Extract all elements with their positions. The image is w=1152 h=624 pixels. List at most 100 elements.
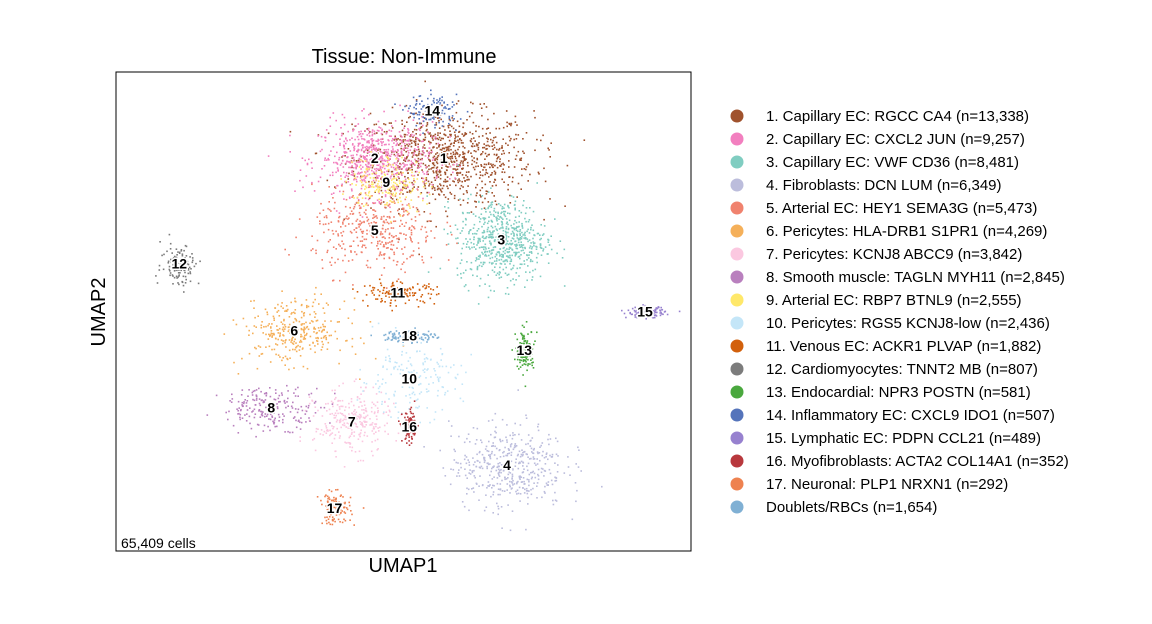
data-point	[341, 510, 343, 512]
data-point	[548, 443, 550, 446]
data-point	[413, 426, 416, 429]
data-point	[512, 484, 514, 486]
data-point	[436, 108, 439, 110]
data-point	[360, 187, 363, 190]
data-point	[501, 238, 503, 241]
data-point	[464, 180, 466, 182]
data-point	[231, 398, 234, 400]
data-point	[634, 311, 637, 313]
data-point	[396, 198, 398, 201]
data-point	[339, 144, 341, 146]
data-point	[411, 429, 414, 431]
data-point	[465, 238, 467, 240]
data-point	[415, 154, 417, 156]
data-point	[393, 175, 395, 178]
data-point	[650, 312, 653, 315]
data-point	[413, 141, 416, 143]
data-point	[319, 176, 322, 179]
data-point	[454, 376, 457, 379]
data-point	[169, 248, 172, 250]
data-point	[471, 163, 473, 166]
data-point	[187, 268, 190, 270]
data-point	[315, 427, 318, 430]
data-point	[413, 154, 415, 156]
data-point	[273, 333, 275, 336]
data-point	[390, 175, 392, 178]
data-point	[506, 248, 508, 250]
data-point	[437, 187, 440, 190]
data-point	[295, 350, 298, 353]
data-point	[498, 259, 500, 261]
data-point	[381, 241, 383, 243]
data-point	[407, 152, 410, 154]
data-point	[440, 137, 443, 140]
data-point	[494, 246, 496, 248]
data-point	[508, 135, 511, 138]
data-point	[388, 409, 391, 412]
data-point	[317, 134, 320, 136]
data-point	[185, 245, 188, 248]
data-point	[575, 463, 577, 465]
data-point	[232, 424, 235, 427]
data-point	[519, 230, 521, 233]
data-point	[498, 228, 501, 230]
data-point	[486, 128, 488, 130]
data-point	[525, 528, 527, 531]
data-point	[474, 232, 476, 235]
data-point	[184, 263, 186, 266]
data-point	[513, 235, 515, 237]
data-point	[413, 152, 415, 154]
data-point	[348, 217, 350, 219]
data-point	[516, 351, 519, 354]
data-point	[370, 162, 372, 164]
data-point	[479, 240, 481, 243]
data-point	[343, 218, 345, 221]
data-point	[447, 201, 449, 203]
data-point	[477, 228, 480, 230]
data-point	[378, 192, 380, 195]
data-point	[323, 165, 326, 167]
data-point	[537, 478, 540, 481]
data-point	[440, 159, 443, 162]
data-point	[245, 420, 248, 422]
data-point	[392, 281, 394, 284]
data-point	[319, 150, 322, 153]
data-point	[369, 146, 371, 149]
data-point	[377, 448, 379, 450]
data-point	[409, 356, 411, 359]
data-point	[511, 180, 514, 183]
data-point	[381, 179, 383, 181]
data-point	[550, 479, 553, 482]
data-point	[416, 122, 418, 124]
data-point	[288, 339, 291, 341]
data-point	[289, 431, 291, 434]
data-point	[491, 145, 493, 147]
data-point	[270, 326, 272, 328]
cluster-10-points	[356, 322, 472, 424]
data-point	[472, 233, 474, 235]
data-point	[433, 108, 436, 110]
data-point	[559, 240, 562, 242]
data-point	[463, 134, 466, 136]
data-point	[287, 330, 290, 333]
data-point	[404, 438, 407, 440]
data-point	[441, 167, 443, 169]
data-point	[512, 238, 515, 240]
data-point	[472, 102, 474, 105]
data-point	[327, 132, 330, 135]
data-point	[406, 433, 408, 436]
data-point	[410, 139, 413, 142]
data-point	[298, 349, 301, 351]
data-point	[498, 147, 501, 150]
data-point	[366, 145, 368, 148]
data-point	[469, 469, 471, 471]
data-point	[510, 451, 513, 454]
data-point	[392, 194, 394, 197]
data-point	[496, 251, 499, 253]
data-point	[314, 152, 317, 155]
data-point	[176, 269, 178, 272]
data-point	[531, 471, 534, 474]
data-point	[255, 397, 258, 400]
data-point	[399, 296, 402, 298]
data-point	[174, 269, 176, 272]
